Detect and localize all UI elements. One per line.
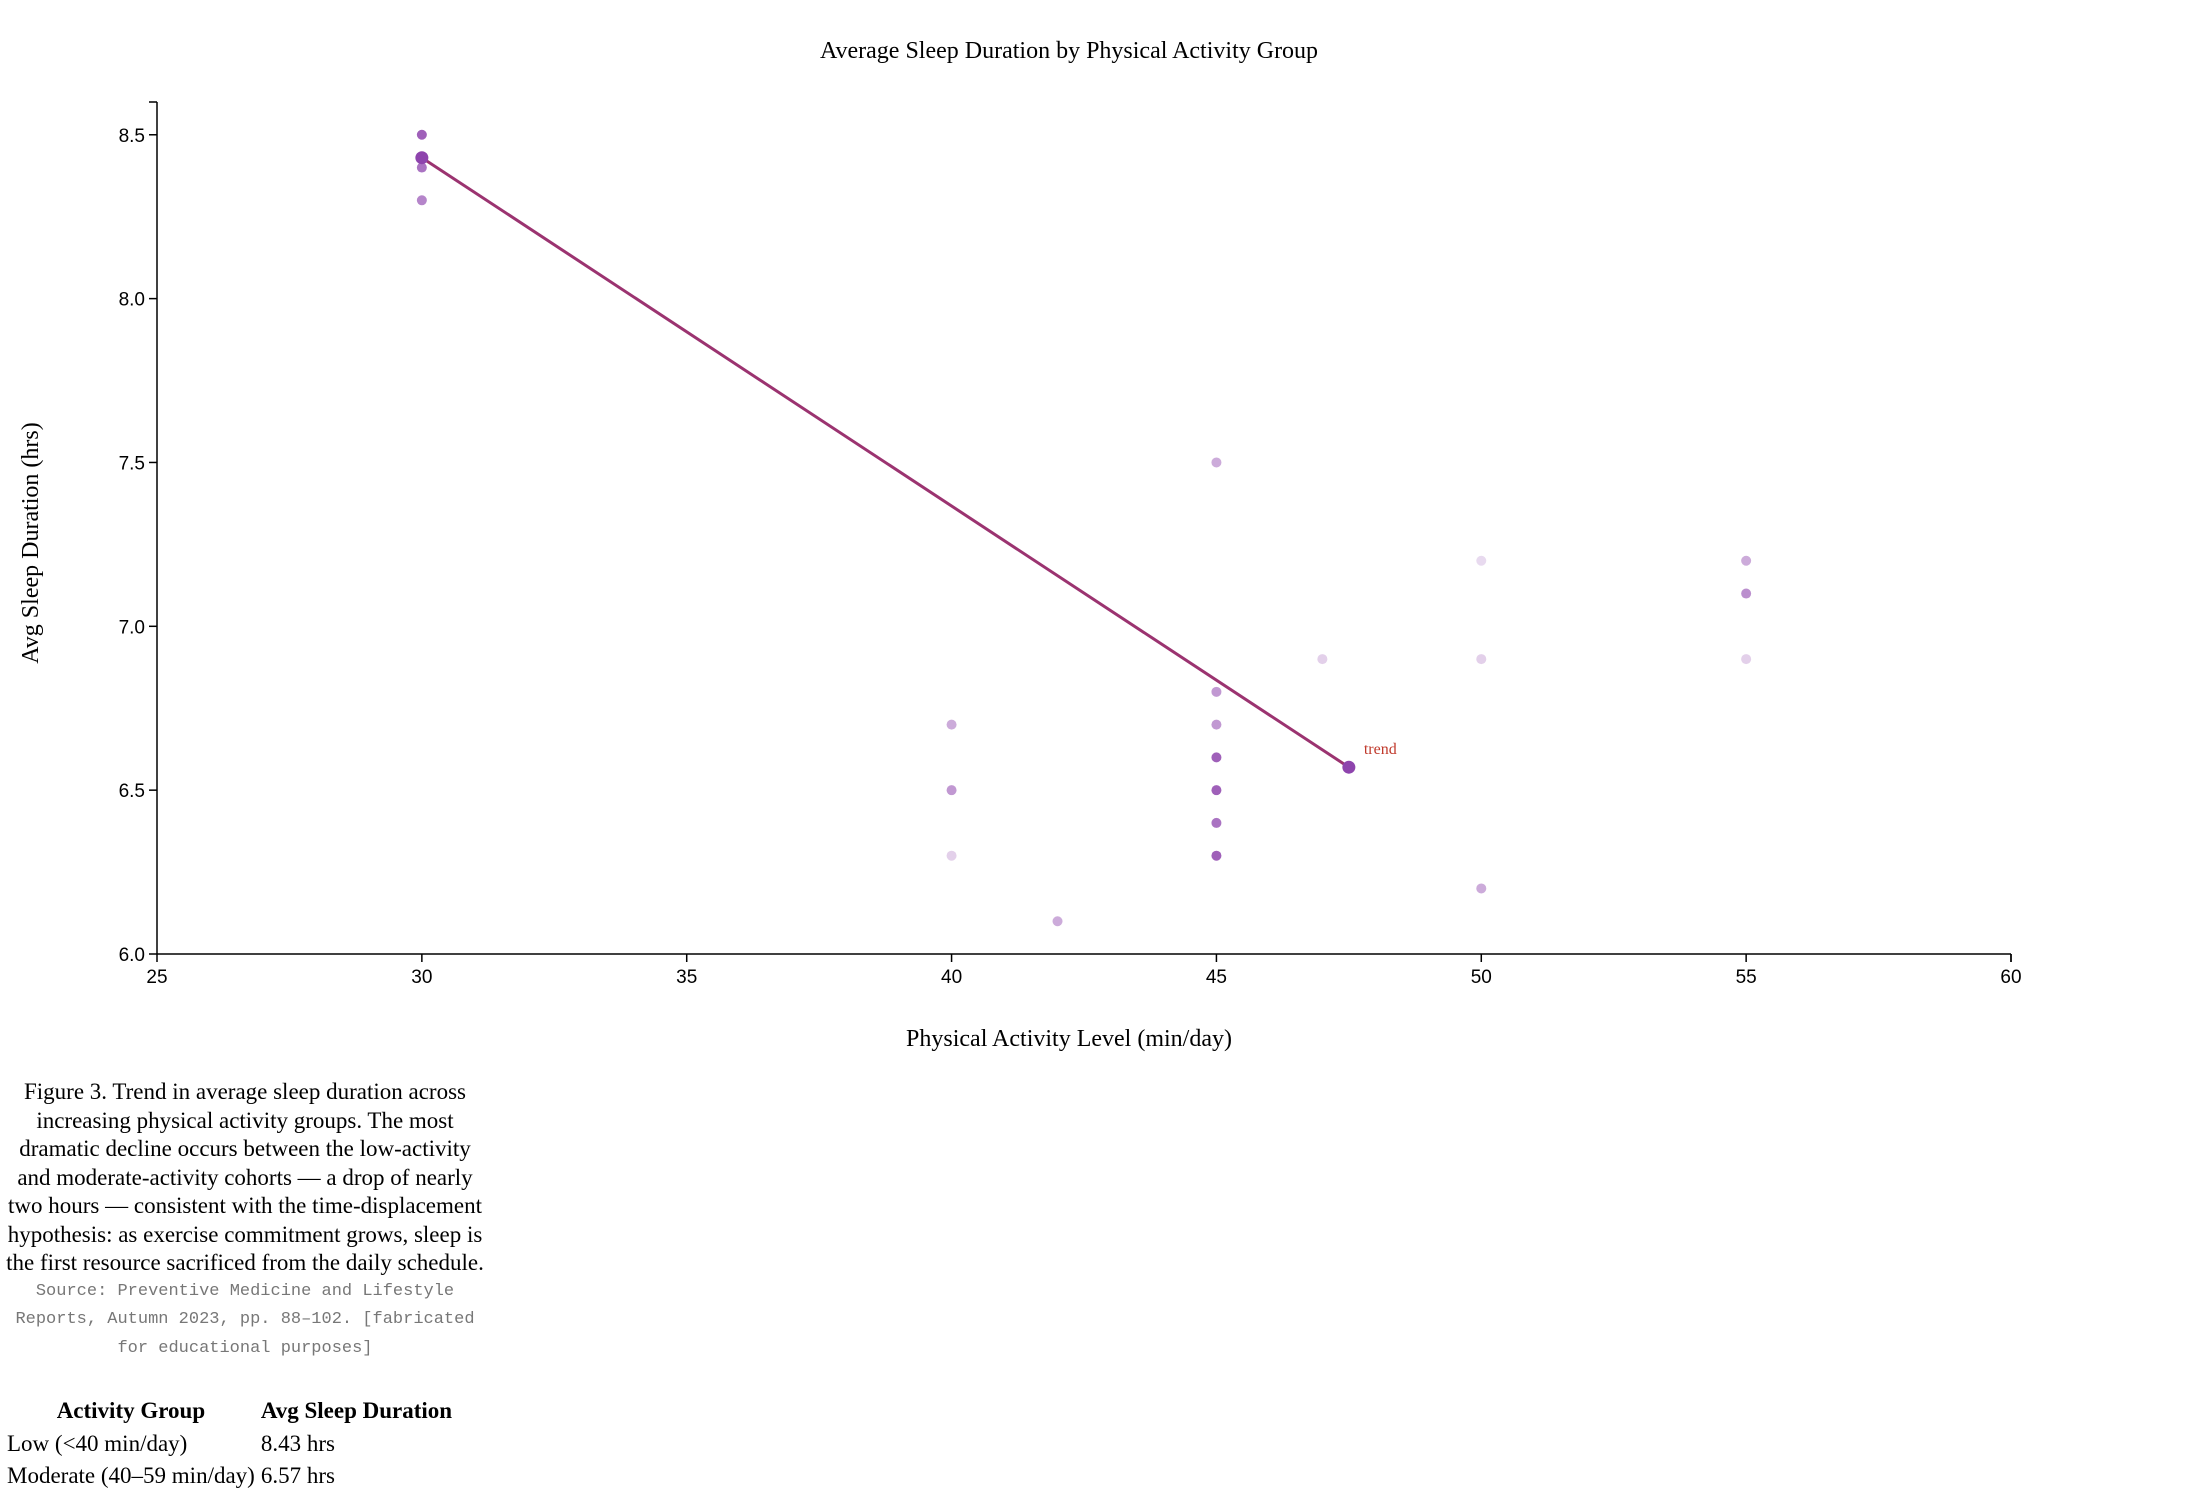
data-point [1741,555,1752,566]
x-tick-label: 60 [2000,967,2021,988]
trend-label: trend [1364,741,1397,758]
table-row: Low (<40 min/day) 8.43 hrs [4,1428,455,1460]
x-tick-label: 50 [1471,967,1492,988]
trend-line [421,156,1350,769]
x-axis-label: Physical Activity Level (min/day) [906,1026,1232,1052]
data-point [416,162,427,173]
data-point [1211,457,1222,468]
data-point [416,195,427,206]
table-cell-group: Moderate (40–59 min/day) [7,1463,255,1488]
data-point [1476,654,1487,665]
data-point [1741,654,1752,665]
trend-point [415,151,429,165]
table-cell-group: Low (<40 min/day) [7,1431,188,1456]
x-tick-label: 35 [676,967,697,988]
y-tick-label: 7.0 [119,617,145,638]
table-cell-sleep: 8.43 hrs [260,1431,335,1456]
data-point [1476,883,1487,894]
data-point [1741,588,1752,599]
data-point [1476,555,1487,566]
x-tick-label: 30 [411,967,432,988]
x-tick-label: 40 [941,967,962,988]
data-point [1211,785,1222,796]
data-point [1211,752,1222,763]
source-note: Source: Preventive Medicine and Lifestyl… [15,1281,475,1358]
data-point [1317,654,1328,665]
x-tick-label: 45 [1206,967,1227,988]
data-point [946,785,957,796]
table-header-row: Activity Group Avg Sleep Duration [4,1398,455,1428]
y-axis-label: Avg Sleep Duration (hrs) [18,422,44,664]
figure-caption-block: Figure 3. Trend in average sleep duratio… [0,1078,490,1363]
y-tick-label: 8.0 [119,290,145,311]
y-tick-label: 8.5 [119,126,145,147]
table-row: Moderate (40–59 min/day) 6.57 hrs [4,1460,455,1492]
column-header-avg-sleep: Avg Sleep Duration [260,1398,453,1423]
data-point [1052,916,1063,927]
scatter-chart: Average Sleep Duration by Physical Activ… [18,38,2022,1052]
data-point [1211,850,1222,861]
chart-title: Average Sleep Duration by Physical Activ… [820,38,1318,64]
column-header-activity-group: Activity Group [56,1398,206,1423]
y-tick-label: 6.0 [119,945,145,966]
data-point [416,129,427,140]
data-point [1211,686,1222,697]
data-point [1211,719,1222,730]
summary-table: Activity Group Avg Sleep Duration Low (<… [4,1398,455,1492]
x-tick-label: 55 [1736,967,1757,988]
figure-caption: Figure 3. Trend in average sleep duratio… [6,1079,484,1275]
scatter-points [416,129,1752,927]
trend-layer: trend [415,151,1397,774]
table-cell-sleep: 6.57 hrs [260,1463,335,1488]
data-point [946,850,957,861]
trend-point [1342,760,1356,774]
y-tick-label: 7.5 [119,453,145,474]
y-tick-label: 6.5 [119,781,145,802]
x-tick-label: 25 [146,967,167,988]
data-point [1211,817,1222,828]
chart-axes: 25 30 35 40 45 50 55 60 6.0 6.5 7.0 7.5 8.0 8.5 [119,101,2022,988]
data-point [946,719,957,730]
